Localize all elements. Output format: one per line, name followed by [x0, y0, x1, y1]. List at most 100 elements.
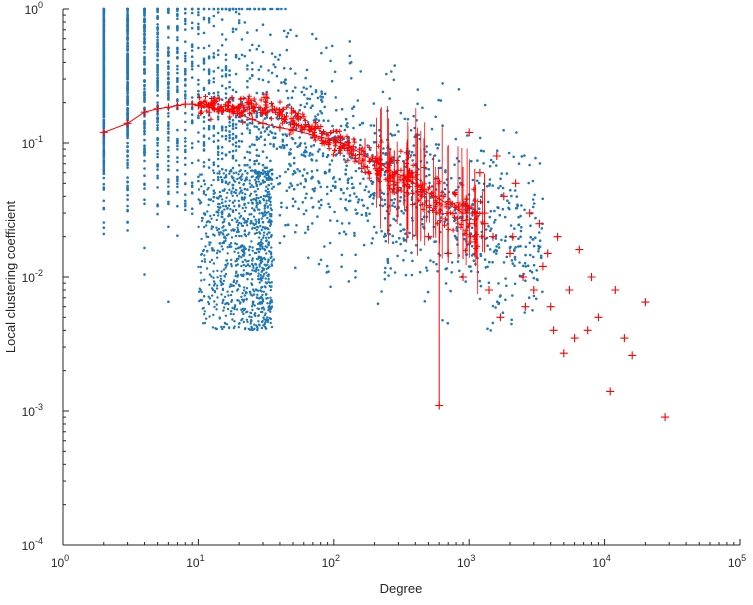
average-band-mark-457	[212, 107, 217, 113]
scatter-point-1791	[340, 265, 343, 269]
average-band-mark-83	[241, 95, 247, 101]
scatter-point-2995	[208, 315, 211, 318]
scatter-point-1665	[280, 81, 283, 84]
scatter-point-657	[308, 154, 311, 157]
scatter-point-1766	[324, 171, 328, 175]
scatter-point-3314	[236, 299, 239, 302]
scatter-point-2124	[102, 232, 106, 236]
scatter-point-2859	[253, 232, 257, 235]
scatter-point-2529	[250, 213, 253, 216]
average-band-mark-474	[402, 183, 408, 189]
scatter-point-637	[243, 54, 247, 58]
scatter-point-2670	[218, 194, 222, 198]
scatter-point-41	[261, 7, 265, 11]
scatter-point-2153	[327, 119, 330, 123]
scatter-point-1138	[425, 269, 429, 272]
scatter-point-2282	[467, 265, 471, 268]
scatter-point-2941	[269, 288, 272, 292]
average-band-mark-429	[338, 133, 344, 139]
average-band-mark-342	[357, 152, 362, 157]
scatter-point-3126	[268, 250, 271, 253]
scatter-point-1612	[352, 114, 355, 118]
scatter-point-2156	[156, 94, 159, 97]
scatter-point-3028	[238, 176, 241, 180]
scatter-point-2701	[218, 250, 222, 253]
average-band-mark-119	[284, 104, 290, 110]
scatter-point-2863	[266, 233, 269, 236]
scatter-point-640	[348, 194, 352, 197]
scatter-point-2614	[240, 234, 243, 238]
scatter-point-1688	[126, 158, 129, 162]
scatter-point-3041	[237, 283, 241, 287]
scatter-point-3230	[210, 287, 214, 290]
scatter-point-2457	[126, 57, 129, 60]
scatter-point-3020	[227, 303, 230, 306]
scatter-point-910	[143, 38, 146, 42]
scatter-point-1738	[393, 198, 397, 201]
scatter-point-733	[393, 64, 397, 67]
scatter-point-2829	[256, 187, 260, 191]
scatter-point-999	[216, 115, 220, 118]
scatter-point-111	[220, 33, 224, 36]
average-band-mark-319	[468, 234, 474, 240]
scatter-point-354	[197, 13, 200, 17]
scatter-point-2808	[251, 259, 254, 262]
scatter-point-1540	[261, 220, 265, 224]
scatter-point-798	[216, 150, 220, 154]
scatter-point-2606	[221, 282, 225, 286]
scatter-point-1929	[295, 224, 298, 227]
average-band-mark-399	[252, 108, 258, 114]
scatter-point-2068	[314, 90, 318, 94]
scatter-point-3234	[207, 186, 210, 190]
scatter-point-622	[494, 237, 498, 240]
average-marker-14	[275, 123, 284, 132]
plus-marker-10	[546, 302, 555, 311]
scatter-point-2624	[251, 294, 254, 297]
scatter-point-1943	[425, 266, 428, 270]
average-band-mark-480	[332, 137, 338, 143]
scatter-point-1326	[261, 169, 265, 172]
scatter-point-1922	[167, 47, 170, 50]
scatter-point-2970	[229, 312, 232, 316]
scatter-point-1748	[167, 73, 170, 76]
scatter-point-2977	[236, 247, 240, 250]
scatter-point-2058	[143, 51, 146, 55]
scatter-point-2327	[190, 96, 194, 99]
scatter-point-3388	[205, 221, 208, 224]
scatter-point-1220	[190, 43, 194, 46]
scatter-point-2082	[102, 56, 106, 60]
scatter-point-942	[246, 31, 249, 34]
scatter-point-158	[316, 169, 319, 172]
scatter-point-151	[383, 217, 387, 220]
scatter-point-2898	[242, 182, 246, 186]
scatter-point-1543	[197, 64, 200, 68]
average-band-mark-485	[415, 183, 421, 188]
scatter-point-2640	[223, 321, 227, 325]
scatter-point-2904	[240, 198, 244, 201]
scatter-point-533	[212, 161, 216, 164]
scatter-point-175	[348, 54, 352, 58]
scatter-point-815	[281, 140, 285, 143]
scatter-point-2204	[184, 156, 187, 160]
scatter-point-2534	[200, 279, 203, 282]
scatter-point-2115	[156, 71, 159, 74]
average-band-mark-2	[263, 91, 269, 97]
scatter-point-1989	[143, 9, 146, 12]
scatter-point-3205	[231, 194, 234, 198]
scatter-point-3019	[222, 268, 226, 271]
scatter-point-1710	[190, 21, 194, 25]
scatter-point-1422	[248, 166, 252, 169]
scatter-point-100	[272, 145, 276, 148]
average-band-mark-166	[430, 208, 436, 213]
scatter-point-3033	[217, 208, 220, 212]
scatter-point-3232	[198, 199, 201, 202]
scatter-point-1139	[156, 212, 159, 216]
scatter-point-1734	[316, 150, 320, 153]
scatter-point-582	[372, 140, 376, 144]
scatter-point-2974	[254, 198, 258, 202]
scatter-point-710	[339, 124, 343, 128]
average-band-mark-499	[341, 146, 347, 151]
scatter-point-97	[399, 242, 403, 246]
scatter-point-263	[237, 21, 241, 25]
scatter-point-1013	[228, 136, 231, 139]
